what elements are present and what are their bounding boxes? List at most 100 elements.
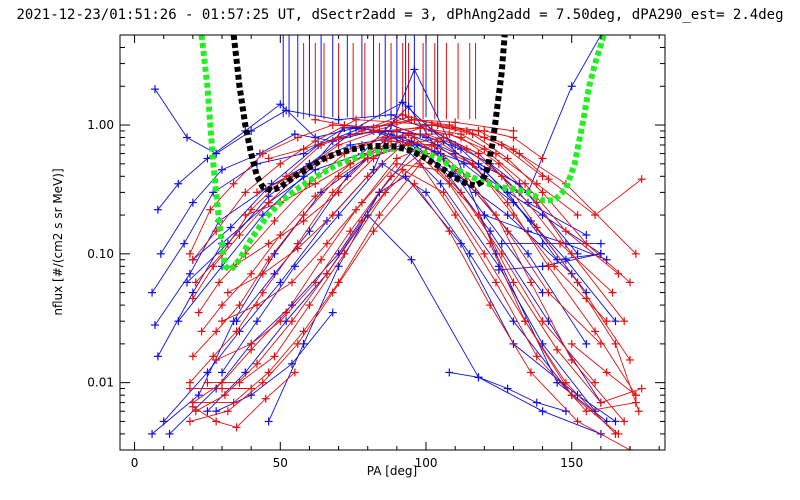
data-point-blue [150, 85, 159, 94]
data-point-red [509, 145, 518, 154]
series-line-red [315, 116, 409, 129]
data-point-red [258, 269, 267, 278]
data-point-red [544, 175, 553, 184]
data-point-red [375, 211, 384, 220]
data-point-blue [369, 165, 378, 174]
data-point-red [197, 327, 206, 336]
data-point-red [194, 308, 203, 317]
data-point-red [264, 198, 273, 207]
data-point-red [614, 269, 623, 278]
data-point-red [480, 249, 489, 258]
data-point-red [340, 249, 349, 258]
data-point-red [497, 140, 506, 149]
data-point-red [503, 227, 512, 236]
data-point-red [293, 244, 302, 253]
data-point-red [188, 255, 197, 264]
data-point-red [334, 133, 343, 142]
data-point-red [299, 216, 308, 225]
y-tick-label: 0.01 [87, 376, 114, 390]
data-point-red [334, 140, 343, 149]
data-point-red [328, 211, 337, 220]
data-point-red [276, 159, 285, 168]
data-point-red [503, 198, 512, 207]
x-tick-label: 150 [560, 456, 583, 470]
data-point-red [247, 205, 256, 214]
data-point-red [410, 133, 419, 142]
y-tick-label: 1.00 [87, 118, 114, 132]
data-point-blue [532, 398, 541, 407]
data-point-blue [226, 223, 235, 232]
data-point-red [509, 211, 518, 220]
series-line-blue [157, 101, 602, 255]
data-point-red [532, 223, 541, 232]
data-point-blue [180, 239, 189, 248]
data-point-blue [153, 352, 162, 361]
data-point-red [357, 216, 366, 225]
data-point-red [538, 172, 547, 181]
data-point-blue [150, 321, 159, 330]
data-point-red [191, 278, 200, 287]
data-point-red [427, 121, 436, 130]
data-point-red [352, 115, 361, 124]
data-point-red [573, 211, 582, 220]
data-point-red [270, 216, 279, 225]
data-point-red [596, 398, 605, 407]
data-point-red [188, 402, 197, 411]
data-point-red [311, 137, 320, 146]
data-point-red [456, 130, 465, 139]
data-point-blue [407, 255, 416, 264]
data-point-red [392, 154, 401, 163]
data-point-blue [267, 179, 276, 188]
data-point-red [480, 145, 489, 154]
data-point-red [521, 179, 530, 188]
data-point-red [591, 211, 600, 220]
data-point-blue [270, 249, 279, 258]
data-point-red [241, 188, 250, 197]
series-line-blue [484, 214, 607, 261]
data-point-red [532, 352, 541, 361]
data-point-blue [451, 149, 460, 158]
series-line-red [455, 127, 543, 159]
data-point-blue [503, 384, 512, 393]
data-point-blue [596, 239, 605, 248]
data-point-red [544, 288, 553, 297]
x-axis-label: PA [deg] [367, 464, 417, 478]
data-point-blue [436, 179, 445, 188]
data-point-red [445, 179, 454, 188]
data-point-red [556, 239, 565, 248]
data-point-red [491, 278, 500, 287]
data-point-red [258, 378, 267, 387]
data-point-red [258, 288, 267, 297]
data-point-red [526, 368, 535, 377]
data-point-red [188, 294, 197, 303]
data-point-red [264, 154, 273, 163]
data-point-red [317, 140, 326, 149]
series-line-red [245, 127, 578, 216]
data-point-red [392, 126, 401, 135]
data-point-red [247, 269, 256, 278]
data-point-blue [497, 239, 506, 248]
data-point-red [346, 159, 355, 168]
data-point-red [235, 378, 244, 387]
data-point-blue [156, 249, 165, 258]
data-point-red [468, 159, 477, 168]
data-point-blue [203, 368, 212, 377]
data-point-red [634, 407, 643, 416]
reference-curve-black [230, 35, 508, 194]
data-point-blue [346, 140, 355, 149]
data-point-red [567, 249, 576, 258]
data-point-red [369, 123, 378, 132]
data-point-red [553, 345, 562, 354]
data-point-blue [509, 317, 518, 326]
series-line-blue [216, 312, 334, 412]
series-line-blue [192, 127, 587, 293]
data-point-red [439, 133, 448, 142]
data-point-red [185, 384, 194, 393]
vertical-markers [282, 35, 477, 120]
data-point-blue [524, 249, 533, 258]
data-point-red [287, 278, 296, 287]
data-point-red [462, 126, 471, 135]
x-tick-label: 0 [131, 456, 139, 470]
data-point-red [223, 288, 232, 297]
